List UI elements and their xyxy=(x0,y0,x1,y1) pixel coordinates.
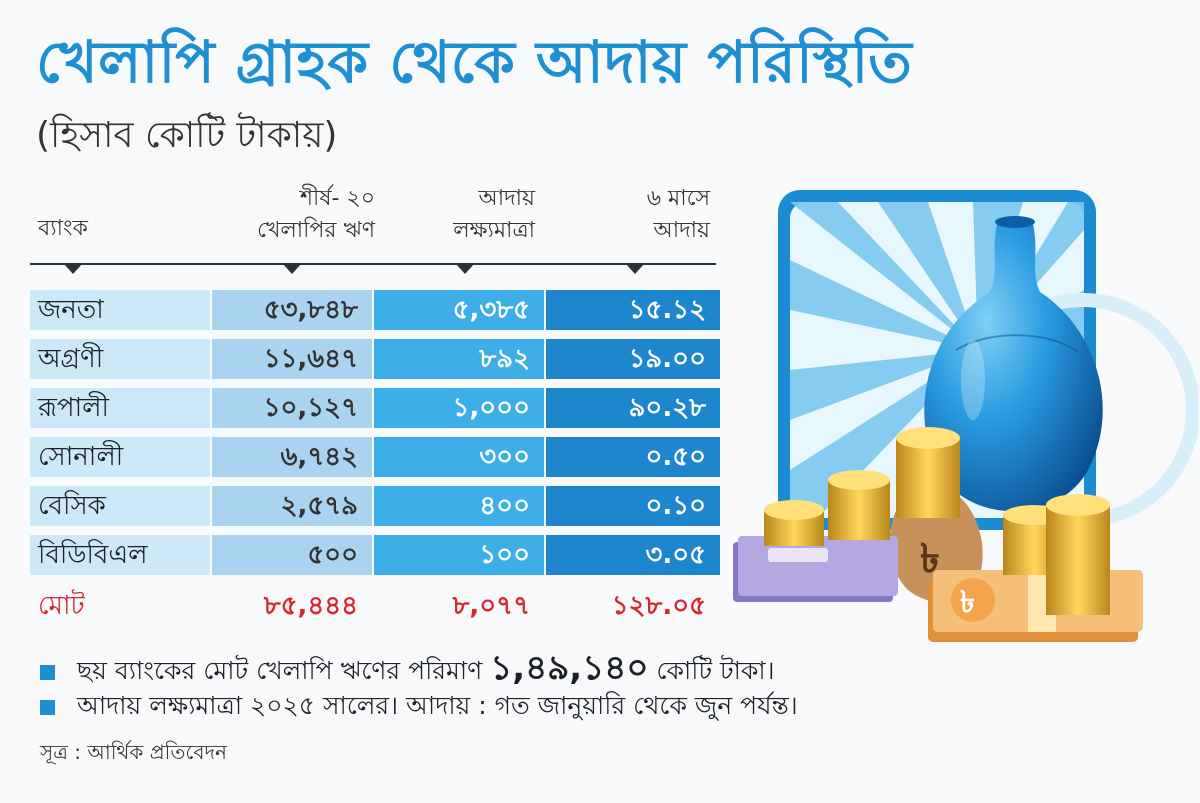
recovered-value: ০.১০ xyxy=(546,486,720,526)
header-loan-line2: খেলাপির ঋণ xyxy=(257,218,375,243)
page-title: খেলাপি গ্রাহক থেকে আদায় পরিস্থিতি xyxy=(36,28,913,96)
page-subtitle: (হিসাব কোটি টাকায়) xyxy=(36,115,338,156)
loan-value: ৫৩,৮৪৮ xyxy=(212,290,372,330)
header-target-line2: লক্ষ্যমাত্রা xyxy=(453,218,535,243)
coin-stack-icon xyxy=(764,427,1110,615)
note-1: ছয় ব্যাংকের মোট খেলাপি ঋণের পরিমাণ ১,৪৯… xyxy=(40,642,775,699)
header-six-month-recovery: ৬ মাসে আদায় xyxy=(545,183,710,247)
target-value: ১,০০০ xyxy=(374,388,544,428)
target-value: ৪০০ xyxy=(374,486,544,526)
table-row: জনতা ৫৩,৮৪৮ ৫,৩৮৫ ১৫.১২ xyxy=(30,290,720,330)
loan-value: ১১,৬৪৭ xyxy=(212,339,372,379)
table-row: অগ্রণী ১১,৬৪৭ ৮৯২ ১৯.০০ xyxy=(30,339,720,379)
pot-icon xyxy=(924,216,1103,512)
recovered-value: ১৫.১২ xyxy=(546,290,720,330)
table-row: সোনালী ৬,৭৪২ ৩০০ ০.৫০ xyxy=(30,437,720,477)
taka-symbol: ৳ xyxy=(920,536,940,582)
note-2-text: আদায় লক্ষ্যমাত্রা ২০২৫ সালের। আদায় : গ… xyxy=(77,691,798,720)
total-loan: ৮৫,৪৪৪ xyxy=(263,591,358,621)
note-1-value: ১,৪৯,১৪০ xyxy=(490,648,649,688)
recovered-value: ৩.০৫ xyxy=(546,535,720,575)
table-total-row: মোট ৮৫,৪৪৪ ৮,০৭৭ ১২৮.০৫ xyxy=(30,586,720,626)
target-value: ৩০০ xyxy=(374,437,544,477)
header-loan-line1: শীর্ষ- ২০ xyxy=(300,186,375,211)
recovered-value: ৯০.২৮ xyxy=(546,388,720,428)
header-target-line1: আদায় xyxy=(478,186,535,211)
bullet-square-icon xyxy=(40,664,55,680)
taka-symbol: ৳ xyxy=(960,585,975,620)
recovered-value: ১৯.০০ xyxy=(546,339,720,379)
bank-name: রূপালী xyxy=(30,388,210,428)
header-tick-target xyxy=(456,264,474,274)
header-bank: ব্যাংক xyxy=(38,216,88,241)
header-recov-line2: আদায় xyxy=(653,218,710,243)
header-tick-loan xyxy=(283,264,301,274)
bank-name: বিডিবিএল xyxy=(30,535,210,575)
source-credit: সূত্র : আর্থিক প্রতিবেদন xyxy=(40,740,227,764)
loan-value: ৫০০ xyxy=(212,535,372,575)
header-divider xyxy=(30,263,716,265)
loan-value: ৬,৭৪২ xyxy=(212,437,372,477)
header-recov-line1: ৬ মাসে xyxy=(646,186,710,211)
total-recovered: ১২৮.০৫ xyxy=(611,591,706,621)
header-tick-recov xyxy=(626,264,644,274)
header-recovery-target: আদায় লক্ষ্যমাত্রা xyxy=(380,183,535,247)
loan-value: ১০,১২৭ xyxy=(212,388,372,428)
table-row: রূপালী ১০,১২৭ ১,০০০ ৯০.২৮ xyxy=(30,388,720,428)
bank-name: সোনালী xyxy=(30,437,210,477)
target-value: ৮৯২ xyxy=(374,339,544,379)
note-1-pre: ছয় ব্যাংকের মোট খেলাপি ঋণের পরিমাণ xyxy=(77,656,491,685)
loan-value: ২,৫৭৯ xyxy=(212,486,372,526)
header-tick-bank xyxy=(64,264,82,274)
recovered-value: ০.৫০ xyxy=(546,437,720,477)
total-label: মোট xyxy=(38,591,85,621)
table-row: বিডিবিএল ৫০০ ১০০ ৩.০৫ xyxy=(30,535,720,575)
target-value: ১০০ xyxy=(374,535,544,575)
note-1-post: কোটি টাকা। xyxy=(648,656,775,685)
bank-name: বেসিক xyxy=(30,486,210,526)
bank-name: অগ্রণী xyxy=(30,339,210,379)
illustration: ৳ ৳ xyxy=(733,190,1198,642)
bank-name: জনতা xyxy=(30,290,210,330)
bullet-square-icon xyxy=(40,699,55,715)
note-2: আদায় লক্ষ্যমাত্রা ২০২৫ সালের। আদায় : গ… xyxy=(40,686,798,729)
header-top20-loan: শীর্ষ- ২০ খেলাপির ঋণ xyxy=(205,183,375,247)
target-value: ৫,৩৮৫ xyxy=(374,290,544,330)
total-target: ৮,০৭৭ xyxy=(452,591,530,621)
table-row: বেসিক ২,৫৭৯ ৪০০ ০.১০ xyxy=(30,486,720,526)
